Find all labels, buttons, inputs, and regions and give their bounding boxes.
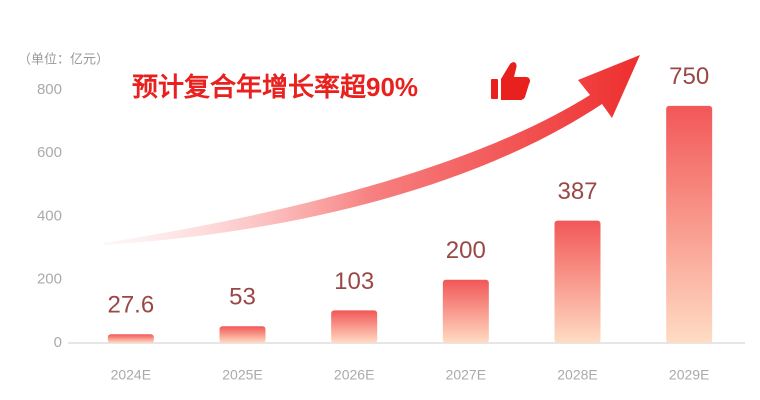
bar bbox=[666, 105, 713, 343]
value-label: 103 bbox=[334, 268, 374, 295]
unit-label: （单位：亿元） bbox=[18, 51, 109, 66]
value-label: 387 bbox=[557, 178, 597, 205]
bar bbox=[331, 310, 378, 343]
y-tick-label: 800 bbox=[37, 81, 62, 98]
value-label: 27.6 bbox=[107, 292, 154, 319]
value-label: 53 bbox=[229, 284, 256, 311]
x-tick-label: 2027E bbox=[446, 367, 486, 383]
y-tick-label: 0 bbox=[54, 334, 62, 351]
y-tick-label: 400 bbox=[37, 207, 62, 224]
x-tick-label: 2025E bbox=[222, 367, 262, 383]
bar bbox=[442, 279, 489, 343]
value-label: 200 bbox=[446, 237, 486, 264]
y-tick-label: 600 bbox=[37, 144, 62, 161]
bar bbox=[107, 334, 154, 343]
annotation: 预计复合年增长率超90% bbox=[132, 72, 418, 102]
y-tick-label: 200 bbox=[37, 271, 62, 288]
x-tick-label: 2024E bbox=[111, 367, 151, 383]
thumbs-up-icon bbox=[491, 62, 530, 100]
bar bbox=[219, 326, 266, 343]
x-tick-label: 2028E bbox=[557, 367, 597, 383]
x-tick-label: 2029E bbox=[669, 367, 709, 383]
x-tick-label: 2026E bbox=[334, 367, 374, 383]
bar bbox=[554, 220, 601, 343]
value-label: 750 bbox=[669, 63, 709, 90]
